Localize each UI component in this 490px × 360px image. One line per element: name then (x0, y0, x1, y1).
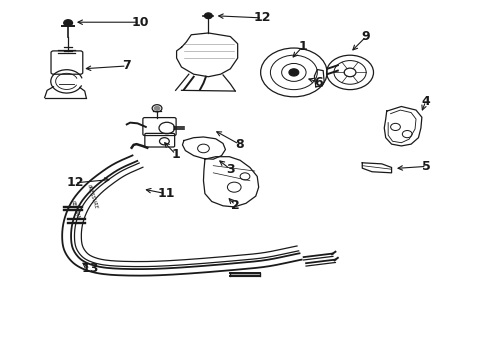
Text: 12: 12 (66, 176, 84, 189)
Circle shape (204, 13, 212, 19)
Text: 11: 11 (157, 187, 174, 200)
Text: PRESSURE: PRESSURE (86, 184, 98, 210)
Text: 10: 10 (131, 16, 148, 29)
Text: 8: 8 (235, 138, 244, 150)
Text: 7: 7 (122, 59, 131, 72)
Text: 4: 4 (421, 95, 430, 108)
Text: 2: 2 (231, 199, 240, 212)
Text: 6: 6 (314, 76, 322, 89)
Text: 13: 13 (81, 262, 99, 275)
Circle shape (64, 20, 73, 26)
Text: 12: 12 (253, 12, 271, 24)
Text: 1: 1 (171, 148, 180, 161)
Text: RETURN: RETURN (70, 200, 81, 221)
Text: 1: 1 (298, 40, 307, 53)
Text: 3: 3 (226, 163, 235, 176)
Text: 9: 9 (362, 30, 370, 43)
Text: 5: 5 (422, 160, 431, 173)
Circle shape (289, 69, 299, 76)
Circle shape (154, 106, 160, 111)
